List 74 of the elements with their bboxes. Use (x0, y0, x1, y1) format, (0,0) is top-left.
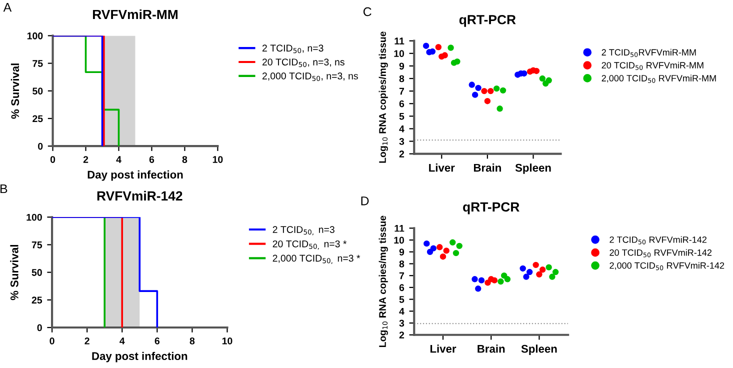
y-tick-label: 0 (37, 324, 42, 332)
y-tick-label: 4 (399, 308, 404, 315)
x-tick-label: 8 (182, 156, 188, 163)
y-tick-label: 11 (394, 38, 404, 44)
legend-label: 2,000 TCID$_{50,}$ n=3 * (272, 254, 360, 264)
x-tick-label: 4 (116, 156, 122, 163)
y-tick-label: 25 (32, 115, 43, 122)
y-tick-label: 5 (399, 296, 404, 303)
y-tick-label: 25 (32, 296, 42, 304)
chart-title: qRT-PCR (463, 202, 520, 214)
y-tick-label: 7 (399, 88, 404, 95)
x-tick-label: Spleen (515, 164, 551, 174)
x-tick-label: Liver (429, 164, 455, 172)
y-tick-label: 3 (399, 138, 404, 145)
legend-label: 2 TCID$_{50}$, n=3 (262, 44, 324, 54)
y-tick-label: 10 (394, 236, 404, 244)
x-tick-label: Spleen (521, 344, 557, 355)
x-axis-title: Day post infection (92, 352, 188, 362)
legend-label: 2,000 TCID$_{50}$ RVFVmiR-142 (610, 262, 724, 270)
legend-label: 2,000 TCID$_{50}$, n=3, ns (262, 72, 358, 82)
text: B (0, 184, 8, 194)
y-tick-label: 50 (32, 88, 43, 95)
y-tick-label: 75 (32, 242, 42, 248)
x-tick-label: Brain (478, 344, 505, 353)
x-tick-label: 0 (50, 338, 54, 344)
text: C (363, 7, 372, 16)
x-tick-label: 6 (154, 338, 160, 344)
y-tick-label: 8 (399, 75, 404, 82)
y-tick-label: 100 (26, 214, 42, 221)
chart-title: RVFVmiR-142 (97, 190, 182, 200)
legend-label: 20 TCID$_{50,}$ n=3 * (272, 240, 347, 250)
x-tick-label: 2 (83, 156, 88, 163)
y-tick-label: 8 (399, 260, 404, 268)
legend-label: 2 TCID$_{50,}$ n=3 (272, 226, 334, 236)
x-axis-title: Day post infection (88, 170, 183, 181)
y-axis-title: % Survival (10, 245, 18, 300)
text: D (361, 196, 369, 206)
y-tick-label: 6 (399, 284, 404, 292)
x-tick-label: 2 (84, 338, 90, 344)
y-tick-label: 4 (399, 126, 404, 132)
y-tick-label: 7 (399, 272, 404, 280)
y-tick-label: 100 (27, 32, 43, 40)
chart-title: qRT-PCR (459, 14, 516, 27)
x-tick-label: Brain (474, 164, 501, 172)
y-tick-label: 2 (399, 150, 404, 158)
y-tick-label: 11 (394, 224, 404, 232)
y-tick-label: 75 (32, 60, 43, 67)
y-axis-title: Log$_{10}$ RNA copies/mg tissue (378, 216, 388, 347)
y-tick-label: 5 (399, 113, 404, 120)
x-tick-label: 10 (212, 156, 223, 163)
x-tick-label: 10 (222, 338, 232, 344)
legend-label: 2,000 TCID$_{50}$ RVFVmiR-MM (602, 74, 716, 83)
x-tick-label: Liver (430, 344, 456, 353)
text: A (3, 3, 12, 12)
x-tick-label: 4 (120, 338, 125, 344)
x-tick-label: 8 (190, 338, 195, 344)
y-axis-title: Log$_{10}$ RNA copies/mg tissue (378, 32, 388, 163)
y-tick-label: 0 (38, 142, 43, 150)
chart-title: RVFVmiR-MM (92, 9, 178, 20)
legend-label: 2 TCID$_{50}$ RVFVmiR-142 (610, 236, 706, 244)
x-tick-label: 0 (50, 156, 56, 163)
legend-label: 20 TCID$_{50}$ RVFVmiR-142 (610, 249, 712, 258)
y-tick-label: 9 (399, 248, 404, 256)
y-tick-label: 9 (399, 62, 404, 70)
legend-label: 20 TCID$_{50}$, n=3, ns (262, 58, 344, 68)
y-tick-label: 3 (399, 320, 404, 327)
y-tick-label: 50 (32, 269, 42, 276)
y-axis-title: % Survival (10, 64, 20, 119)
legend-label: 20 TCID$_{50}$ RVFVmiR-MM (602, 62, 704, 70)
y-tick-label: 6 (399, 100, 404, 108)
y-tick-label: 10 (394, 50, 404, 58)
x-tick-label: 6 (149, 156, 154, 163)
y-tick-label: 2 (399, 332, 404, 338)
legend-label: 2 TCID$_{50}$RVFVmiR-MM (602, 48, 696, 58)
